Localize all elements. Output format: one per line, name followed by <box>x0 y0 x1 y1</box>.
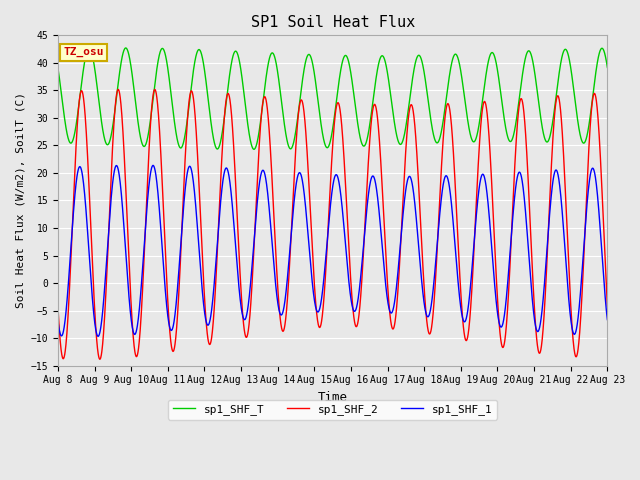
sp1_SHF_2 <box>265 124 273 130</box>
sp1_SHF_1 <box>593 187 601 192</box>
sp1_SHF_1 <box>604 317 611 323</box>
sp1_SHF_1 <box>289 212 296 218</box>
sp1_SHF_T <box>122 45 129 51</box>
sp1_SHF_2 <box>593 103 601 108</box>
sp1_SHF_1 <box>265 204 273 209</box>
Title: SP1 Soil Heat Flux: SP1 Soil Heat Flux <box>250 15 415 30</box>
Line: sp1_SHF_T: sp1_SHF_T <box>58 48 607 149</box>
sp1_SHF_T <box>116 63 124 69</box>
sp1_SHF_1 <box>117 185 125 191</box>
sp1_SHF_T <box>593 62 601 68</box>
sp1_SHF_2 <box>54 304 61 310</box>
sp1_SHF_T <box>534 93 541 98</box>
sp1_SHF_1 <box>534 329 541 335</box>
Legend: sp1_SHF_T, sp1_SHF_2, sp1_SHF_1: sp1_SHF_T, sp1_SHF_2, sp1_SHF_1 <box>168 400 497 420</box>
sp1_SHF_2 <box>289 200 296 205</box>
sp1_SHF_1 <box>150 163 157 168</box>
sp1_SHF_1 <box>54 318 61 324</box>
X-axis label: Time: Time <box>317 391 348 404</box>
sp1_SHF_T <box>54 65 61 71</box>
sp1_SHF_2 <box>115 86 122 92</box>
sp1_SHF_T <box>265 58 273 63</box>
sp1_SHF_2 <box>117 101 125 107</box>
sp1_SHF_2 <box>150 90 157 96</box>
Line: sp1_SHF_2: sp1_SHF_2 <box>58 89 607 359</box>
Line: sp1_SHF_1: sp1_SHF_1 <box>58 166 607 336</box>
sp1_SHF_1 <box>149 163 157 168</box>
sp1_SHF_T <box>150 94 157 99</box>
sp1_SHF_T <box>250 146 258 152</box>
Text: TZ_osu: TZ_osu <box>63 47 104 58</box>
Y-axis label: Soil Heat Flux (W/m2), SoilT (C): Soil Heat Flux (W/m2), SoilT (C) <box>15 93 25 309</box>
sp1_SHF_T <box>289 143 296 148</box>
sp1_SHF_T <box>604 65 611 71</box>
sp1_SHF_2 <box>534 345 541 351</box>
sp1_SHF_1 <box>94 334 102 339</box>
sp1_SHF_2 <box>96 356 104 362</box>
sp1_SHF_2 <box>604 303 611 309</box>
